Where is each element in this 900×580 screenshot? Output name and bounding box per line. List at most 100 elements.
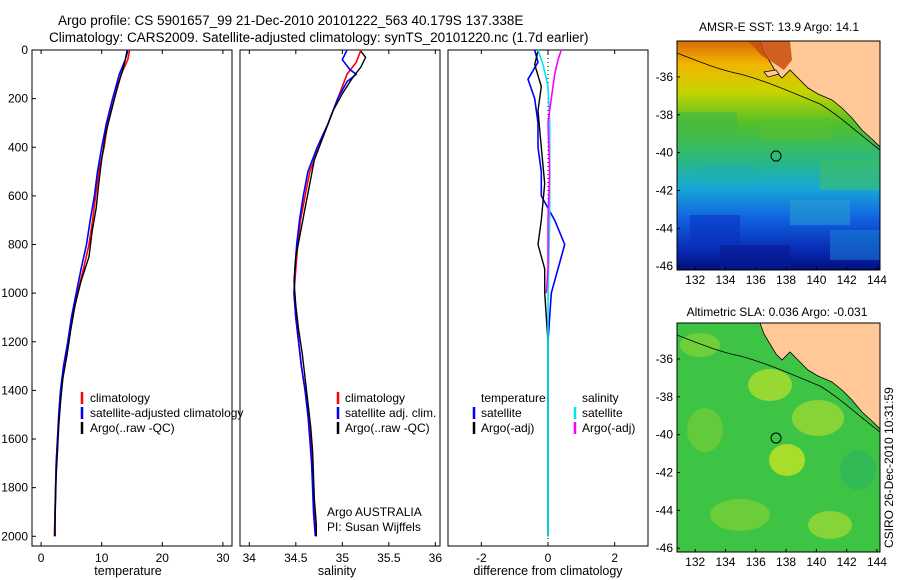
- legend-group-temperature: temperature: [481, 391, 546, 405]
- temperature-x-tick-label: 20: [156, 551, 170, 565]
- temperature-x-tick-label: 10: [95, 551, 109, 565]
- salinity-x-tick-label: 35: [336, 551, 350, 565]
- temperature-x-tick-label: 30: [216, 551, 230, 565]
- difference-axis-label: difference from climatology: [473, 564, 623, 578]
- legend-label-climatology: climatology: [90, 391, 150, 405]
- sst-map-x-tick-label: 138: [776, 273, 796, 287]
- sst-map-y-tick-label: -36: [656, 70, 674, 84]
- legend-label-sal-argo: Argo(-adj): [582, 421, 635, 435]
- salinity-x-tick-label: 34.5: [284, 551, 308, 565]
- sla-map-x-tick-label: 134: [715, 555, 735, 569]
- sla-texture: [680, 333, 876, 539]
- sla-map: [677, 323, 880, 552]
- sst-land: [759, 41, 880, 148]
- sla-map-frame: [676, 322, 881, 553]
- sla-map-x-tick-label: 132: [685, 555, 705, 569]
- legend-label-temp-argo: Argo(-adj): [481, 421, 534, 435]
- series-temperature-climatology: [53, 49, 131, 537]
- temperature-axis-label: temperature: [94, 564, 161, 578]
- temperature-y-tick-label: 400: [8, 140, 28, 154]
- temperature-y-tick-label: 1000: [1, 286, 28, 300]
- sla-map-y-tick-label: -38: [656, 390, 674, 404]
- sla-map-x-tick-label: 136: [746, 555, 766, 569]
- difference-x-tick-label: 2: [611, 551, 618, 565]
- legend-group-salinity: salinity: [582, 391, 619, 405]
- float-pi-label: PI: Susan Wijffels: [327, 520, 421, 534]
- series-temperature-satellite-adjusted-climatology: [54, 49, 128, 537]
- sla-map-y-tick-label: -46: [656, 541, 674, 555]
- salinity-axis-label: salinity: [318, 564, 357, 578]
- sst-map-x-tick-label: 134: [715, 273, 735, 287]
- series-temperature-argo-raw-qc-: [54, 50, 129, 537]
- series-difference-temperature-satellite: [527, 49, 566, 537]
- series-salinity-argo-raw-qc-: [293, 50, 367, 537]
- sst-map-title: AMSR-E SST: 13.9 Argo: 14.1: [699, 20, 859, 34]
- sst-map-x-tick-label: 132: [685, 273, 705, 287]
- legend-label-temp-satellite: satellite: [481, 406, 522, 420]
- sla-map-y-tick-label: -40: [656, 428, 674, 442]
- difference-x-tick-label: -2: [476, 551, 487, 565]
- sst-map-y-tick-label: -44: [656, 221, 674, 235]
- sst-map-y-tick-label: -42: [656, 184, 674, 198]
- salinity-x-tick-label: 35.5: [377, 551, 401, 565]
- temperature-y-tick-label: 600: [8, 189, 28, 203]
- figure-title-line1: Argo profile: CS 5901657_99 21-Dec-2010 …: [58, 13, 523, 28]
- temperature-y-tick-label: 200: [8, 92, 28, 106]
- sla-land: [759, 323, 880, 430]
- sst-texture: [677, 112, 880, 270]
- figure-title-line2: Climatology: CARS2009. Satellite-adjuste…: [49, 30, 589, 45]
- legend-label-argo: Argo(..raw -QC): [345, 421, 430, 435]
- salinity-x-tick-label: 36: [429, 551, 443, 565]
- legend-label-satellite: satellite adj. clim.: [345, 406, 436, 420]
- legend-label-sal-satellite: satellite: [582, 406, 623, 420]
- temperature-y-tick-label: 0: [21, 43, 28, 57]
- temperature-x-tick-label: 0: [38, 551, 45, 565]
- sla-map-x-tick-label: 144: [867, 555, 887, 569]
- kangaroo-island: [763, 69, 780, 78]
- sst-map-x-tick-label: 140: [806, 273, 826, 287]
- difference-legend: temperature satellite Argo(-adj) salinit…: [472, 391, 635, 435]
- difference-x-tick-label: 0: [545, 551, 552, 565]
- sla-map-x-tick-label: 142: [837, 555, 857, 569]
- salinity-panel-frame: [239, 49, 441, 547]
- sst-coastal-warm: [748, 41, 792, 70]
- temperature-y-tick-label: 1200: [1, 335, 28, 349]
- temperature-legend: climatology satellite-adjusted climatolo…: [80, 391, 243, 435]
- sst-map-argo-location-marker: [770, 150, 782, 162]
- sla-shelf-contour: [677, 334, 880, 433]
- series-salinity-climatology: [293, 49, 362, 537]
- legend-label-climatology: climatology: [345, 391, 405, 405]
- salinity-x-tick-label: 34: [243, 551, 257, 565]
- temperature-panel-frame: [31, 49, 233, 547]
- sst-map-x-tick-label: 142: [837, 273, 857, 287]
- timestamp-label: CSIRO 26-Dec-2010 10:31:59: [882, 387, 896, 548]
- series-salinity-satellite-adj-clim-: [293, 49, 358, 537]
- sst-map-y-tick-label: -40: [656, 146, 674, 160]
- temperature-y-tick-label: 1800: [1, 481, 28, 495]
- sla-map-x-tick-label: 138: [776, 555, 796, 569]
- sst-shelf-contour: [677, 52, 880, 151]
- temperature-y-tick-label: 800: [8, 238, 28, 252]
- sla-map-x-tick-label: 140: [806, 555, 826, 569]
- sst-map-x-tick-label: 144: [867, 273, 887, 287]
- temperature-y-tick-label: 1600: [1, 432, 28, 446]
- sla-map-y-tick-label: -42: [656, 466, 674, 480]
- legend-label-argo: Argo(..raw -QC): [90, 421, 175, 435]
- sst-map-y-tick-label: -46: [656, 259, 674, 273]
- float-owner-label: Argo AUSTRALIA: [327, 505, 422, 519]
- series-difference-temperature-argo-adj-: [534, 51, 549, 537]
- temperature-y-tick-label: 2000: [1, 529, 28, 543]
- sla-map-y-tick-label: -44: [656, 503, 674, 517]
- temperature-y-tick-label: 1400: [1, 383, 28, 397]
- sla-map-title: Altimetric SLA: 0.036 Argo: -0.031: [687, 305, 868, 319]
- series-difference-salinity-argo-adj-: [545, 49, 563, 294]
- salinity-legend: climatology satellite adj. clim. Argo(..…: [336, 391, 436, 435]
- sla-map-argo-location-marker: [770, 432, 782, 444]
- sla-map-y-tick-label: -36: [656, 352, 674, 366]
- sst-map-x-tick-label: 136: [746, 273, 766, 287]
- sst-map: [677, 41, 880, 270]
- sst-map-frame: [676, 40, 881, 271]
- legend-label-satellite: satellite-adjusted climatology: [90, 406, 243, 420]
- sst-map-y-tick-label: -38: [656, 108, 674, 122]
